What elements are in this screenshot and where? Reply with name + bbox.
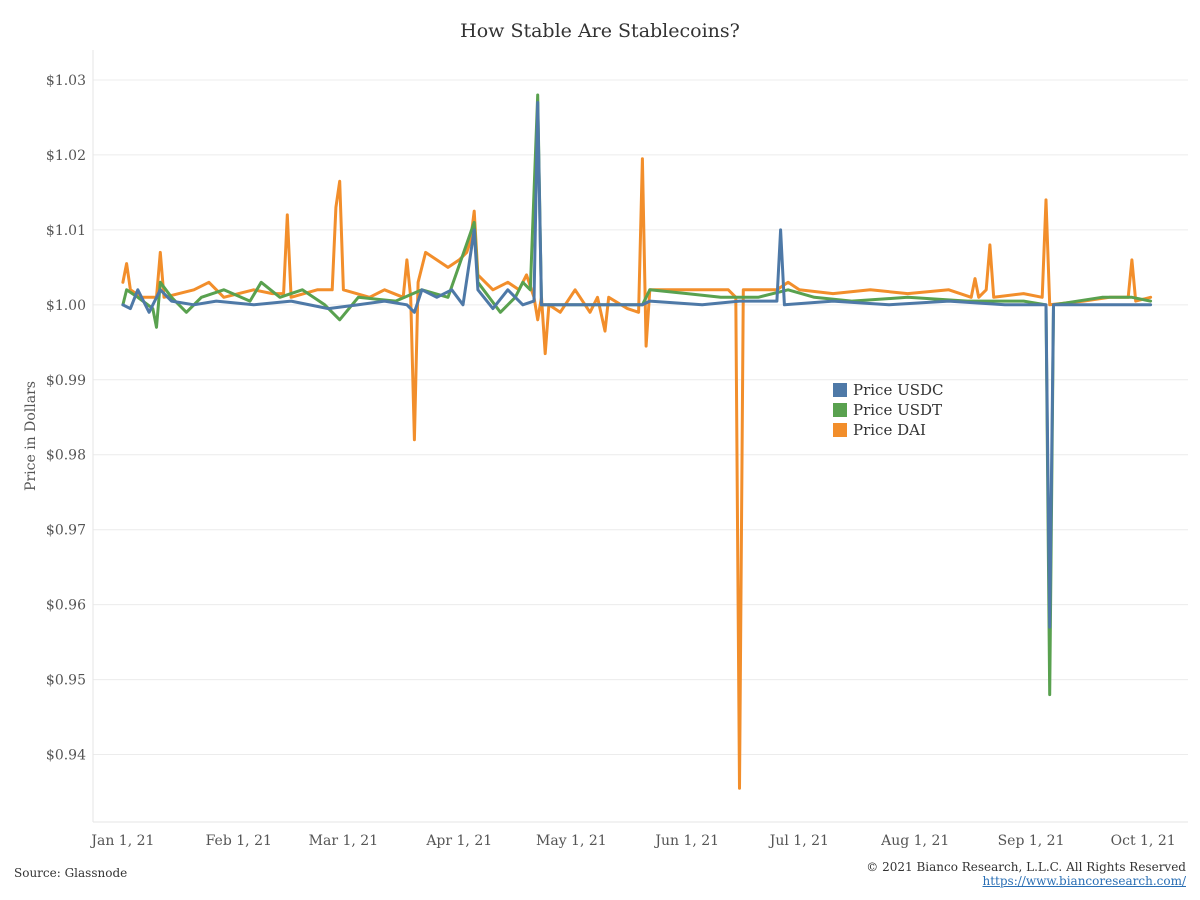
y-tick-label: $0.98 — [46, 448, 86, 464]
y-tick-label: $0.97 — [46, 523, 86, 539]
copyright-note: © 2021 Bianco Research, L.L.C. All Right… — [866, 860, 1186, 874]
x-tick-label: Mar 1, 21 — [309, 833, 378, 849]
y-tick-label: $0.94 — [46, 748, 86, 764]
x-tick-label: Oct 1, 21 — [1111, 833, 1176, 849]
legend-label: Price USDT — [853, 401, 942, 419]
series-line-price-dai — [121, 157, 1153, 790]
y-tick-label: $1.01 — [46, 223, 86, 239]
legend: Price USDC Price USDT Price DAI — [833, 381, 944, 439]
x-tick-label: Sep 1, 21 — [998, 833, 1065, 849]
x-tick-label: Jun 1, 21 — [653, 833, 719, 849]
axes — [92, 50, 1188, 823]
series-lines — [121, 93, 1153, 790]
source-note: Source: Glassnode — [14, 866, 128, 880]
series-line-price-usdc — [121, 101, 1153, 629]
legend-label: Price USDC — [853, 381, 944, 399]
y-tick-label: $1.00 — [46, 298, 86, 314]
x-tick-label: Feb 1, 21 — [206, 833, 272, 849]
x-tick-labels: Jan 1, 21 Feb 1, 21 Mar 1, 21 Apr 1, 21 May … — [89, 833, 1175, 849]
legend-swatch — [833, 423, 847, 437]
y-tick-label: $0.95 — [46, 673, 86, 689]
x-tick-label: Jan 1, 21 — [89, 833, 154, 849]
x-tick-label: Jul 1, 21 — [768, 833, 829, 849]
y-tick-label: $0.96 — [46, 598, 86, 614]
website-link[interactable]: https://www.biancoresearch.com/ — [982, 874, 1186, 888]
x-tick-label: Aug 1, 21 — [880, 833, 949, 849]
legend-swatch — [833, 403, 847, 417]
y-tick-label: $1.02 — [46, 148, 86, 164]
y-tick-labels: $0.94 $0.95 $0.96 $0.97 $0.98 $0.99 $1.00 $1.01… — [46, 73, 86, 764]
legend-label: Price DAI — [853, 421, 926, 439]
legend-swatch — [833, 383, 847, 397]
chart-title: How Stable Are Stablecoins? — [460, 20, 740, 42]
x-tick-label: Apr 1, 21 — [425, 833, 492, 849]
y-tick-label: $1.03 — [46, 73, 86, 89]
x-tick-label: May 1, 21 — [536, 833, 607, 849]
gridlines — [93, 79, 1188, 756]
y-axis-label: Price in Dollars — [23, 381, 39, 491]
y-tick-label: $0.99 — [46, 373, 86, 389]
